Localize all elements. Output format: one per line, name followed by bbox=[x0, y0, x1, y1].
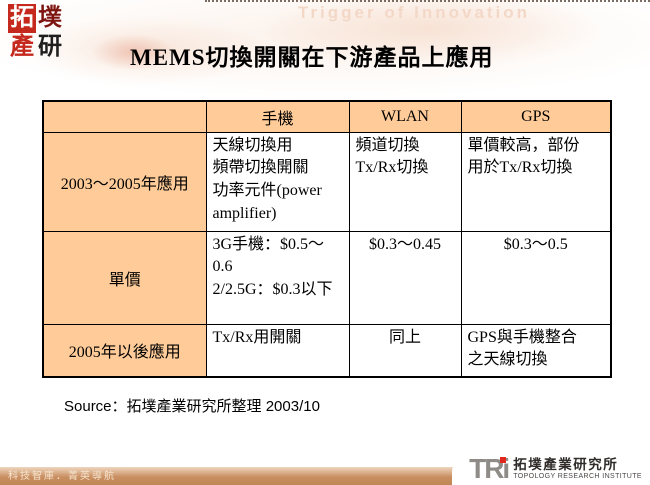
seal-char: 研 bbox=[38, 34, 62, 60]
row-label-2003-2005: 2003～2005年應用 bbox=[42, 131, 207, 232]
tri-logo: TRi 拓墣產業研究所 TOPOLOGY RESEARCH INSTITUTE bbox=[469, 453, 642, 484]
cell-mobile-price: 3G手機：$0.5～0.6 2/2.5G：$0.3以下 bbox=[205, 230, 350, 325]
table-header-row: 手機 WLAN GPS bbox=[42, 100, 612, 133]
header-corner-cell bbox=[42, 100, 207, 133]
cell-gps-after2005: GPS與手機整合 之天線切換 bbox=[460, 323, 612, 378]
header-gps: GPS bbox=[460, 100, 612, 133]
tri-red-dot-icon bbox=[500, 457, 507, 463]
tri-seal-logo: 拓 墣 產 研 bbox=[8, 4, 64, 62]
cell-gps-price: $0.3～0.5 bbox=[460, 230, 612, 325]
footer-slogan: 科技智庫．菁英導航 bbox=[8, 471, 116, 482]
top-dotted-line bbox=[205, 0, 650, 2]
tri-logo-area: TRi 拓墣產業研究所 TOPOLOGY RESEARCH INSTITUTE bbox=[452, 443, 650, 485]
seal-char: 墣 bbox=[38, 5, 62, 31]
header-wlan: WLAN bbox=[348, 100, 462, 133]
applications-table: 手機 WLAN GPS 2003～2005年應用 天線切換用 頻帶切換開關 功率… bbox=[42, 100, 612, 378]
cell-wlan-after2005: 同上 bbox=[348, 323, 462, 378]
seal-char: 產 bbox=[10, 34, 34, 60]
seal-char: 拓 bbox=[8, 4, 36, 33]
cell-gps-2003: 單價較高，部份 用於Tx/Rx切換 bbox=[460, 131, 612, 232]
table-row: 2005年以後應用 Tx/Rx用開關 同上 GPS與手機整合 之天線切換 bbox=[42, 323, 612, 378]
tri-name-english: TOPOLOGY RESEARCH INSTITUTE bbox=[513, 472, 642, 480]
watermark-text: Trigger of Innovation bbox=[298, 3, 531, 22]
row-label-unit-price: 單價 bbox=[42, 230, 207, 325]
cell-wlan-2003: 頻道切換 Tx/Rx切換 bbox=[348, 131, 462, 232]
source-note: Source：拓墣產業研究所整理 2003/10 bbox=[64, 398, 320, 415]
tri-name-chinese: 拓墣產業研究所 bbox=[513, 457, 619, 473]
page-title: MEMS切換開關在下游產品上應用 bbox=[130, 45, 494, 70]
tri-names: 拓墣產業研究所 TOPOLOGY RESEARCH INSTITUTE bbox=[513, 458, 642, 480]
tri-wordmark: TRi bbox=[469, 453, 510, 484]
header-mobile: 手機 bbox=[205, 100, 350, 133]
table-row: 2003～2005年應用 天線切換用 頻帶切換開關 功率元件(power amp… bbox=[42, 131, 612, 232]
table-row: 單價 3G手機：$0.5～0.6 2/2.5G：$0.3以下 $0.3～0.45… bbox=[42, 230, 612, 325]
cell-mobile-after2005: Tx/Rx用開關 bbox=[205, 323, 350, 378]
cell-mobile-2003: 天線切換用 頻帶切換開關 功率元件(power amplifier) bbox=[205, 131, 350, 232]
row-label-after-2005: 2005年以後應用 bbox=[42, 323, 207, 378]
cell-wlan-price: $0.3～0.45 bbox=[348, 230, 462, 325]
